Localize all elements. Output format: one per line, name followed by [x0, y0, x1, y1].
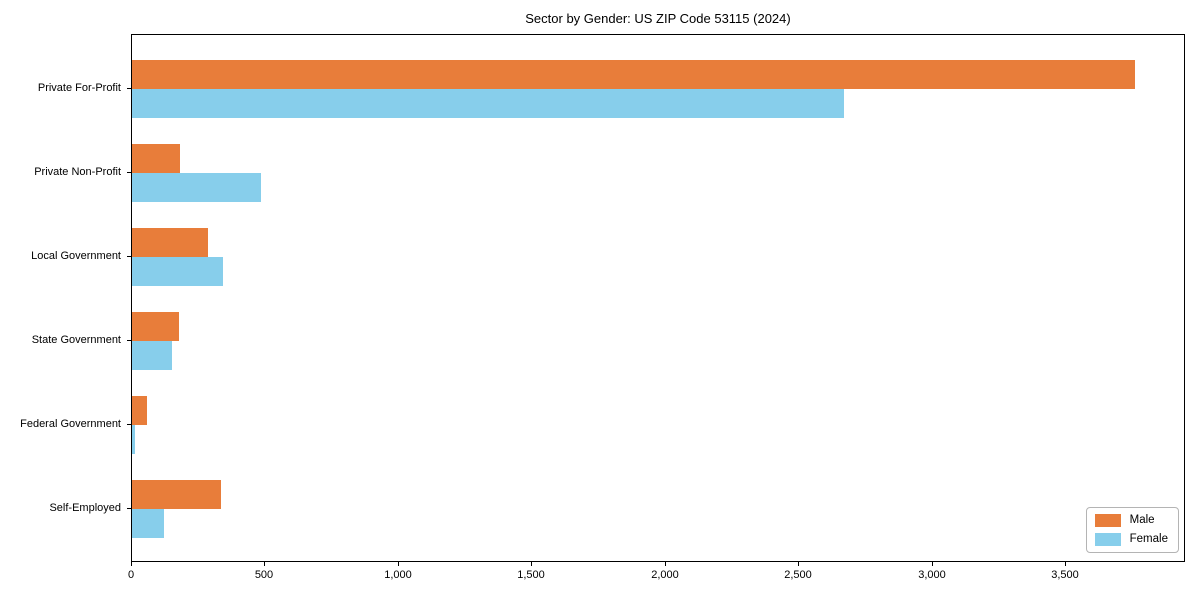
plot-area: Male Female	[131, 34, 1185, 562]
legend-label-female: Female	[1129, 533, 1168, 545]
ytick-label-5: Self-Employed	[49, 501, 121, 514]
ytick-mark-3	[127, 339, 131, 341]
bar-male-1	[132, 143, 180, 173]
bar-male-5	[132, 479, 221, 509]
xtick-label-6: 3,000	[918, 569, 946, 581]
bar-female-5	[132, 508, 164, 538]
legend-item-female: Female	[1094, 533, 1168, 546]
xtick-mark-5	[798, 562, 799, 566]
bar-female-2	[132, 256, 223, 286]
legend-swatch-male	[1094, 514, 1121, 527]
bar-female-1	[132, 172, 261, 202]
xtick-label-1: 500	[254, 569, 274, 581]
ytick-label-0: Private For-Profit	[37, 81, 121, 94]
xtick-mark-6	[932, 562, 933, 566]
xtick-label-3: 1,500	[517, 569, 545, 581]
bar-male-2	[132, 227, 208, 257]
ytick-label-1: Private Non-Profit	[34, 165, 121, 178]
xtick-mark-7	[1065, 562, 1066, 566]
ytick-label-4: Federal Government	[20, 417, 121, 430]
xtick-label-2: 1,000	[384, 569, 412, 581]
xtick-label-5: 2,500	[784, 569, 812, 581]
xtick-label-7: 3,500	[1051, 569, 1079, 581]
legend-item-male: Male	[1094, 514, 1168, 527]
xtick-mark-2	[398, 562, 399, 566]
xtick-label-0: 0	[127, 569, 135, 581]
xtick-mark-3	[531, 562, 532, 566]
ytick-mark-0	[127, 87, 131, 89]
ytick-mark-2	[127, 255, 131, 257]
ytick-mark-5	[127, 507, 131, 509]
legend-label-male: Male	[1129, 514, 1155, 526]
legend-swatch-female	[1094, 533, 1121, 546]
bar-female-4	[132, 424, 135, 454]
chart-title: Sector by Gender: US ZIP Code 53115 (202…	[525, 11, 791, 26]
bar-male-0	[132, 59, 1135, 89]
ytick-label-2: Local Government	[31, 249, 121, 262]
ytick-label-3: State Government	[31, 333, 121, 346]
ytick-mark-4	[127, 423, 131, 425]
ytick-mark-1	[127, 171, 131, 173]
xtick-label-4: 2,000	[651, 569, 679, 581]
xtick-mark-4	[665, 562, 666, 566]
bar-male-4	[132, 395, 147, 425]
bar-male-3	[132, 311, 179, 341]
bar-female-3	[132, 340, 172, 370]
xtick-mark-1	[264, 562, 265, 566]
legend: Male Female	[1085, 507, 1179, 553]
bar-female-0	[132, 88, 844, 118]
xtick-mark-0	[131, 562, 132, 566]
